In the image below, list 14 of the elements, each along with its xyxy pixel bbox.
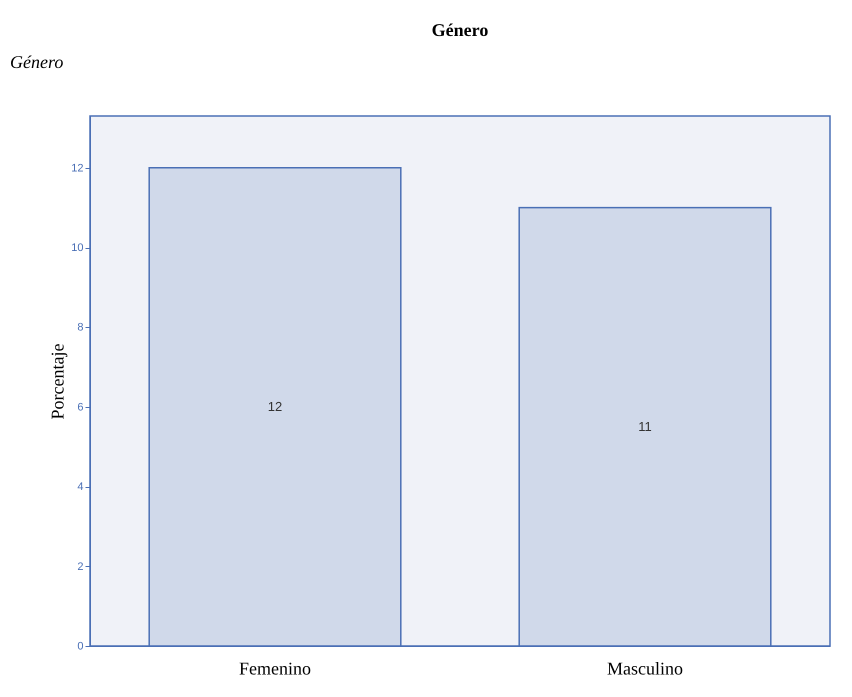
y-tick-label: 12 (71, 162, 84, 174)
y-tick-label: 6 (77, 401, 84, 414)
data-label: 12 (268, 398, 282, 414)
y-tick-label: 4 (77, 481, 84, 494)
y-axis-title: Porcentaje (47, 344, 68, 420)
text: Género (10, 52, 64, 72)
y-tick-label: 10 (71, 242, 84, 254)
y-tick-label: 8 (77, 322, 84, 334)
y-tick-label: 0 (77, 640, 84, 652)
x-tick-label: Femenino (239, 658, 311, 678)
chart-title: Género (432, 20, 488, 40)
data-label: 11 (638, 418, 652, 434)
y-tick-label: 2 (77, 560, 84, 573)
x-tick-label: Masculino (607, 658, 683, 678)
